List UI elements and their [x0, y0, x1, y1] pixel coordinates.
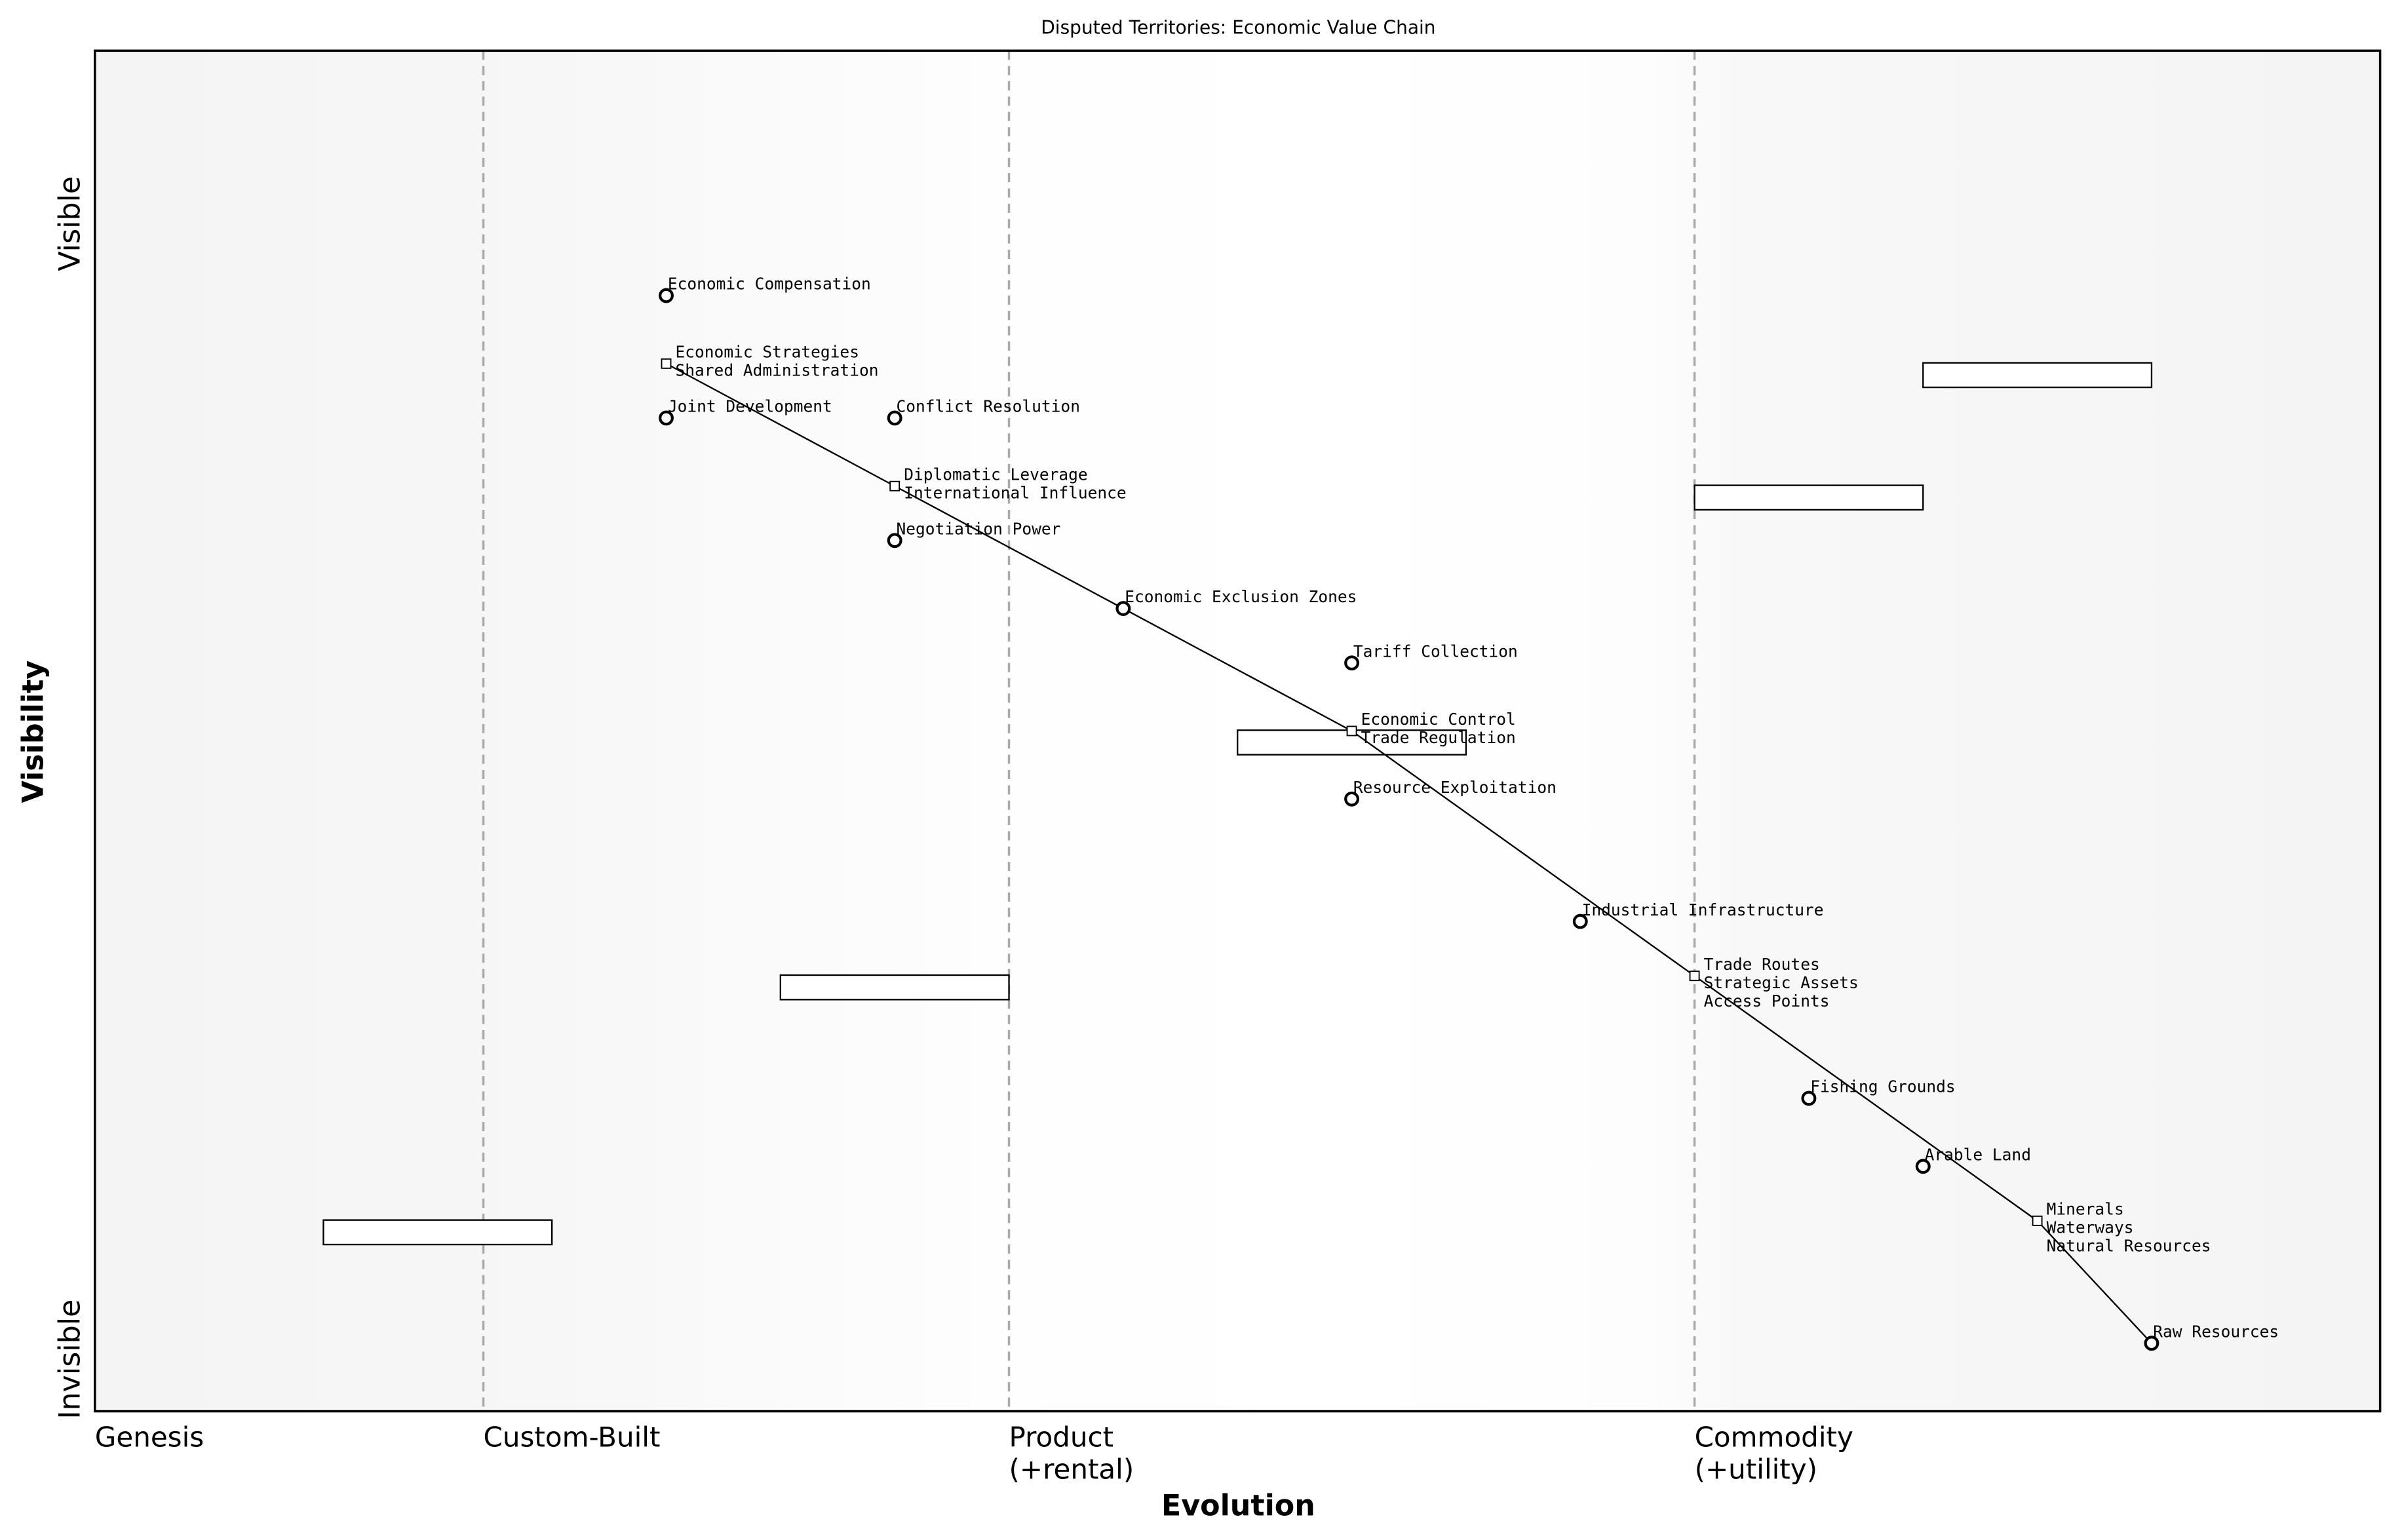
component-marker [2144, 1336, 2159, 1351]
component-label: Diplomatic Leverage [904, 465, 1087, 484]
evolution-box [1694, 484, 1924, 511]
component-marker [661, 358, 672, 369]
component-label: Natural Resources [2047, 1237, 2211, 1256]
component-marker [1346, 725, 1357, 737]
component-label: Minerals [2047, 1200, 2124, 1219]
component-marker [887, 533, 902, 549]
component-marker [659, 288, 674, 303]
component-label: Arable Land [1925, 1145, 2031, 1164]
component-label: Economic Exclusion Zones [1125, 587, 1357, 606]
component-label: Tariff Collection [1353, 642, 1518, 661]
x-tick-label: Custom-Built [484, 1421, 661, 1453]
component-marker [1115, 601, 1131, 617]
dependency-link [894, 485, 1124, 609]
component-label: Fishing Grounds [1810, 1077, 1955, 1096]
component-marker [889, 480, 900, 491]
component-marker [1344, 791, 1360, 807]
x-tick-label-line: (+rental) [1009, 1453, 1134, 1485]
component-label: Economic Compensation [668, 275, 871, 294]
dependency-link [2036, 1220, 2152, 1344]
component-marker [1689, 971, 1700, 982]
component-marker [659, 410, 674, 426]
x-tick-label: Product (+rental) [1009, 1421, 1134, 1485]
x-tick-label-line: Commodity [1695, 1421, 1853, 1453]
component-label: Trade Regulation [1361, 728, 1516, 747]
component-label: Conflict Resolution [897, 397, 1080, 416]
component-marker [1344, 655, 1360, 671]
y-tick-visible: Visible [53, 176, 87, 271]
y-axis-label: Visibility [16, 661, 50, 803]
component-label: Joint Development [668, 397, 832, 416]
component-label: Raw Resources [2153, 1322, 2279, 1341]
component-marker [887, 410, 902, 426]
plot-frame [94, 49, 2382, 1413]
x-tick-label-line: Product [1009, 1421, 1114, 1453]
component-label: Industrial Infrastructure [1582, 900, 1824, 919]
component-marker [1572, 914, 1588, 929]
dependency-link [665, 362, 895, 487]
component-label: Resource Exploitation [1353, 778, 1557, 797]
component-marker [1915, 1159, 1931, 1174]
dependency-link [1351, 730, 1695, 977]
component-label: International Influence [904, 483, 1126, 502]
component-label: Waterways [2047, 1218, 2134, 1237]
evolution-box [322, 1219, 553, 1246]
y-tick-invisible: Invisible [53, 1299, 87, 1419]
x-tick-label-line: Genesis [95, 1421, 204, 1453]
component-label: Negotiation Power [897, 519, 1061, 538]
x-tick-label-line: Custom-Built [484, 1421, 661, 1453]
x-tick-label: Genesis [95, 1421, 204, 1453]
component-label: Trade Routes [1704, 955, 1820, 974]
dependency-link [1694, 975, 2038, 1222]
component-label: Strategic Assets [1704, 973, 1859, 992]
component-marker [2032, 1215, 2043, 1226]
x-axis-label: Evolution [1161, 1489, 1315, 1522]
chart-title: Disputed Territories: Economic Value Cha… [1041, 17, 1435, 39]
component-label: Access Points [1704, 991, 1830, 1011]
component-label: Shared Administration [676, 361, 879, 380]
component-label: Economic Strategies [676, 343, 859, 362]
component-marker [1801, 1090, 1817, 1106]
component-label: Economic Control [1361, 710, 1516, 729]
x-tick-label: Commodity (+utility) [1695, 1421, 1853, 1485]
evolution-box [779, 974, 1010, 1001]
dependency-link [1123, 607, 1353, 732]
x-tick-label-line: (+utility) [1695, 1453, 1817, 1485]
evolution-box [1922, 362, 2153, 389]
